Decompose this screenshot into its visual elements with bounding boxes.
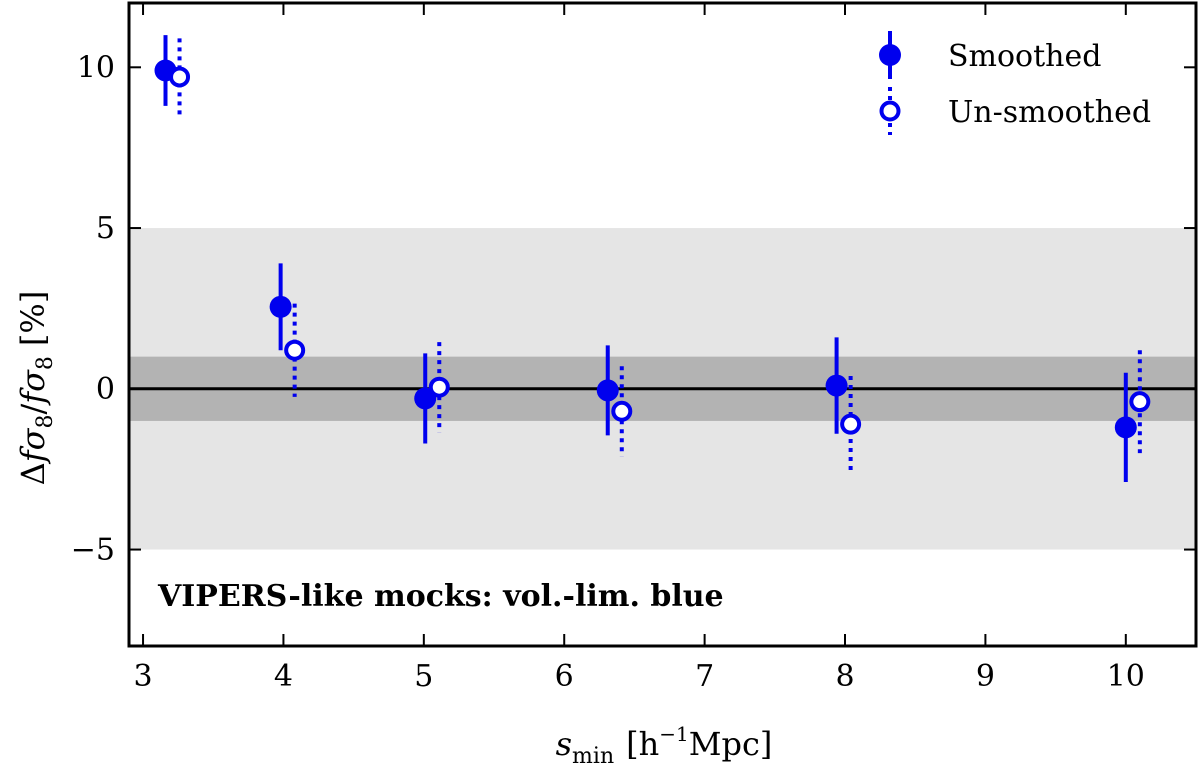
y-tick-label: −5 xyxy=(71,533,115,568)
legend-marker xyxy=(879,44,901,66)
data-point xyxy=(1114,416,1137,439)
series-1 xyxy=(169,38,1151,473)
legend: Smoothed Un-smoothed xyxy=(879,31,1151,135)
legend-marker xyxy=(879,100,901,122)
data-point xyxy=(169,66,191,88)
data-point xyxy=(269,295,292,318)
x-tick-label: 8 xyxy=(835,659,854,694)
ticks-layer: 3 4 5 6 7 8 9 10 −5 0 5 10 xyxy=(71,3,1196,694)
x-tick-label: 5 xyxy=(414,659,433,694)
data-point xyxy=(840,413,862,435)
legend-label-smoothed: Smoothed xyxy=(948,39,1101,74)
legend-item-unsmoothed xyxy=(879,87,901,135)
legend-item-smoothed xyxy=(879,31,901,79)
y-tick-label: 0 xyxy=(96,372,115,407)
data-point xyxy=(428,376,450,398)
x-axis-label: smin [h−1Mpc] xyxy=(556,722,773,766)
y-tick-label: 10 xyxy=(77,50,115,85)
plot-frame xyxy=(127,1,1198,648)
x-tick-label: 3 xyxy=(133,659,152,694)
y-tick-label: 5 xyxy=(96,211,115,246)
x-tick-label: 6 xyxy=(555,659,574,694)
x-tick-label: 7 xyxy=(695,659,714,694)
x-tick-label: 4 xyxy=(274,659,293,694)
x-tick-label: 9 xyxy=(976,659,995,694)
y-axis-label: Δfσ8/fσ8[%] xyxy=(14,291,58,486)
x-tick-label: 10 xyxy=(1107,659,1145,694)
annotation-text: VIPERS-like mocks: vol.-lim. blue xyxy=(157,579,724,614)
data-point xyxy=(825,374,848,397)
data-point xyxy=(284,339,306,361)
data-point xyxy=(1129,391,1151,413)
data-layer xyxy=(154,35,1151,483)
series-0 xyxy=(154,35,1137,483)
legend-label-unsmoothed: Un-smoothed xyxy=(948,95,1151,130)
data-point xyxy=(596,379,619,402)
data-point xyxy=(611,400,633,422)
